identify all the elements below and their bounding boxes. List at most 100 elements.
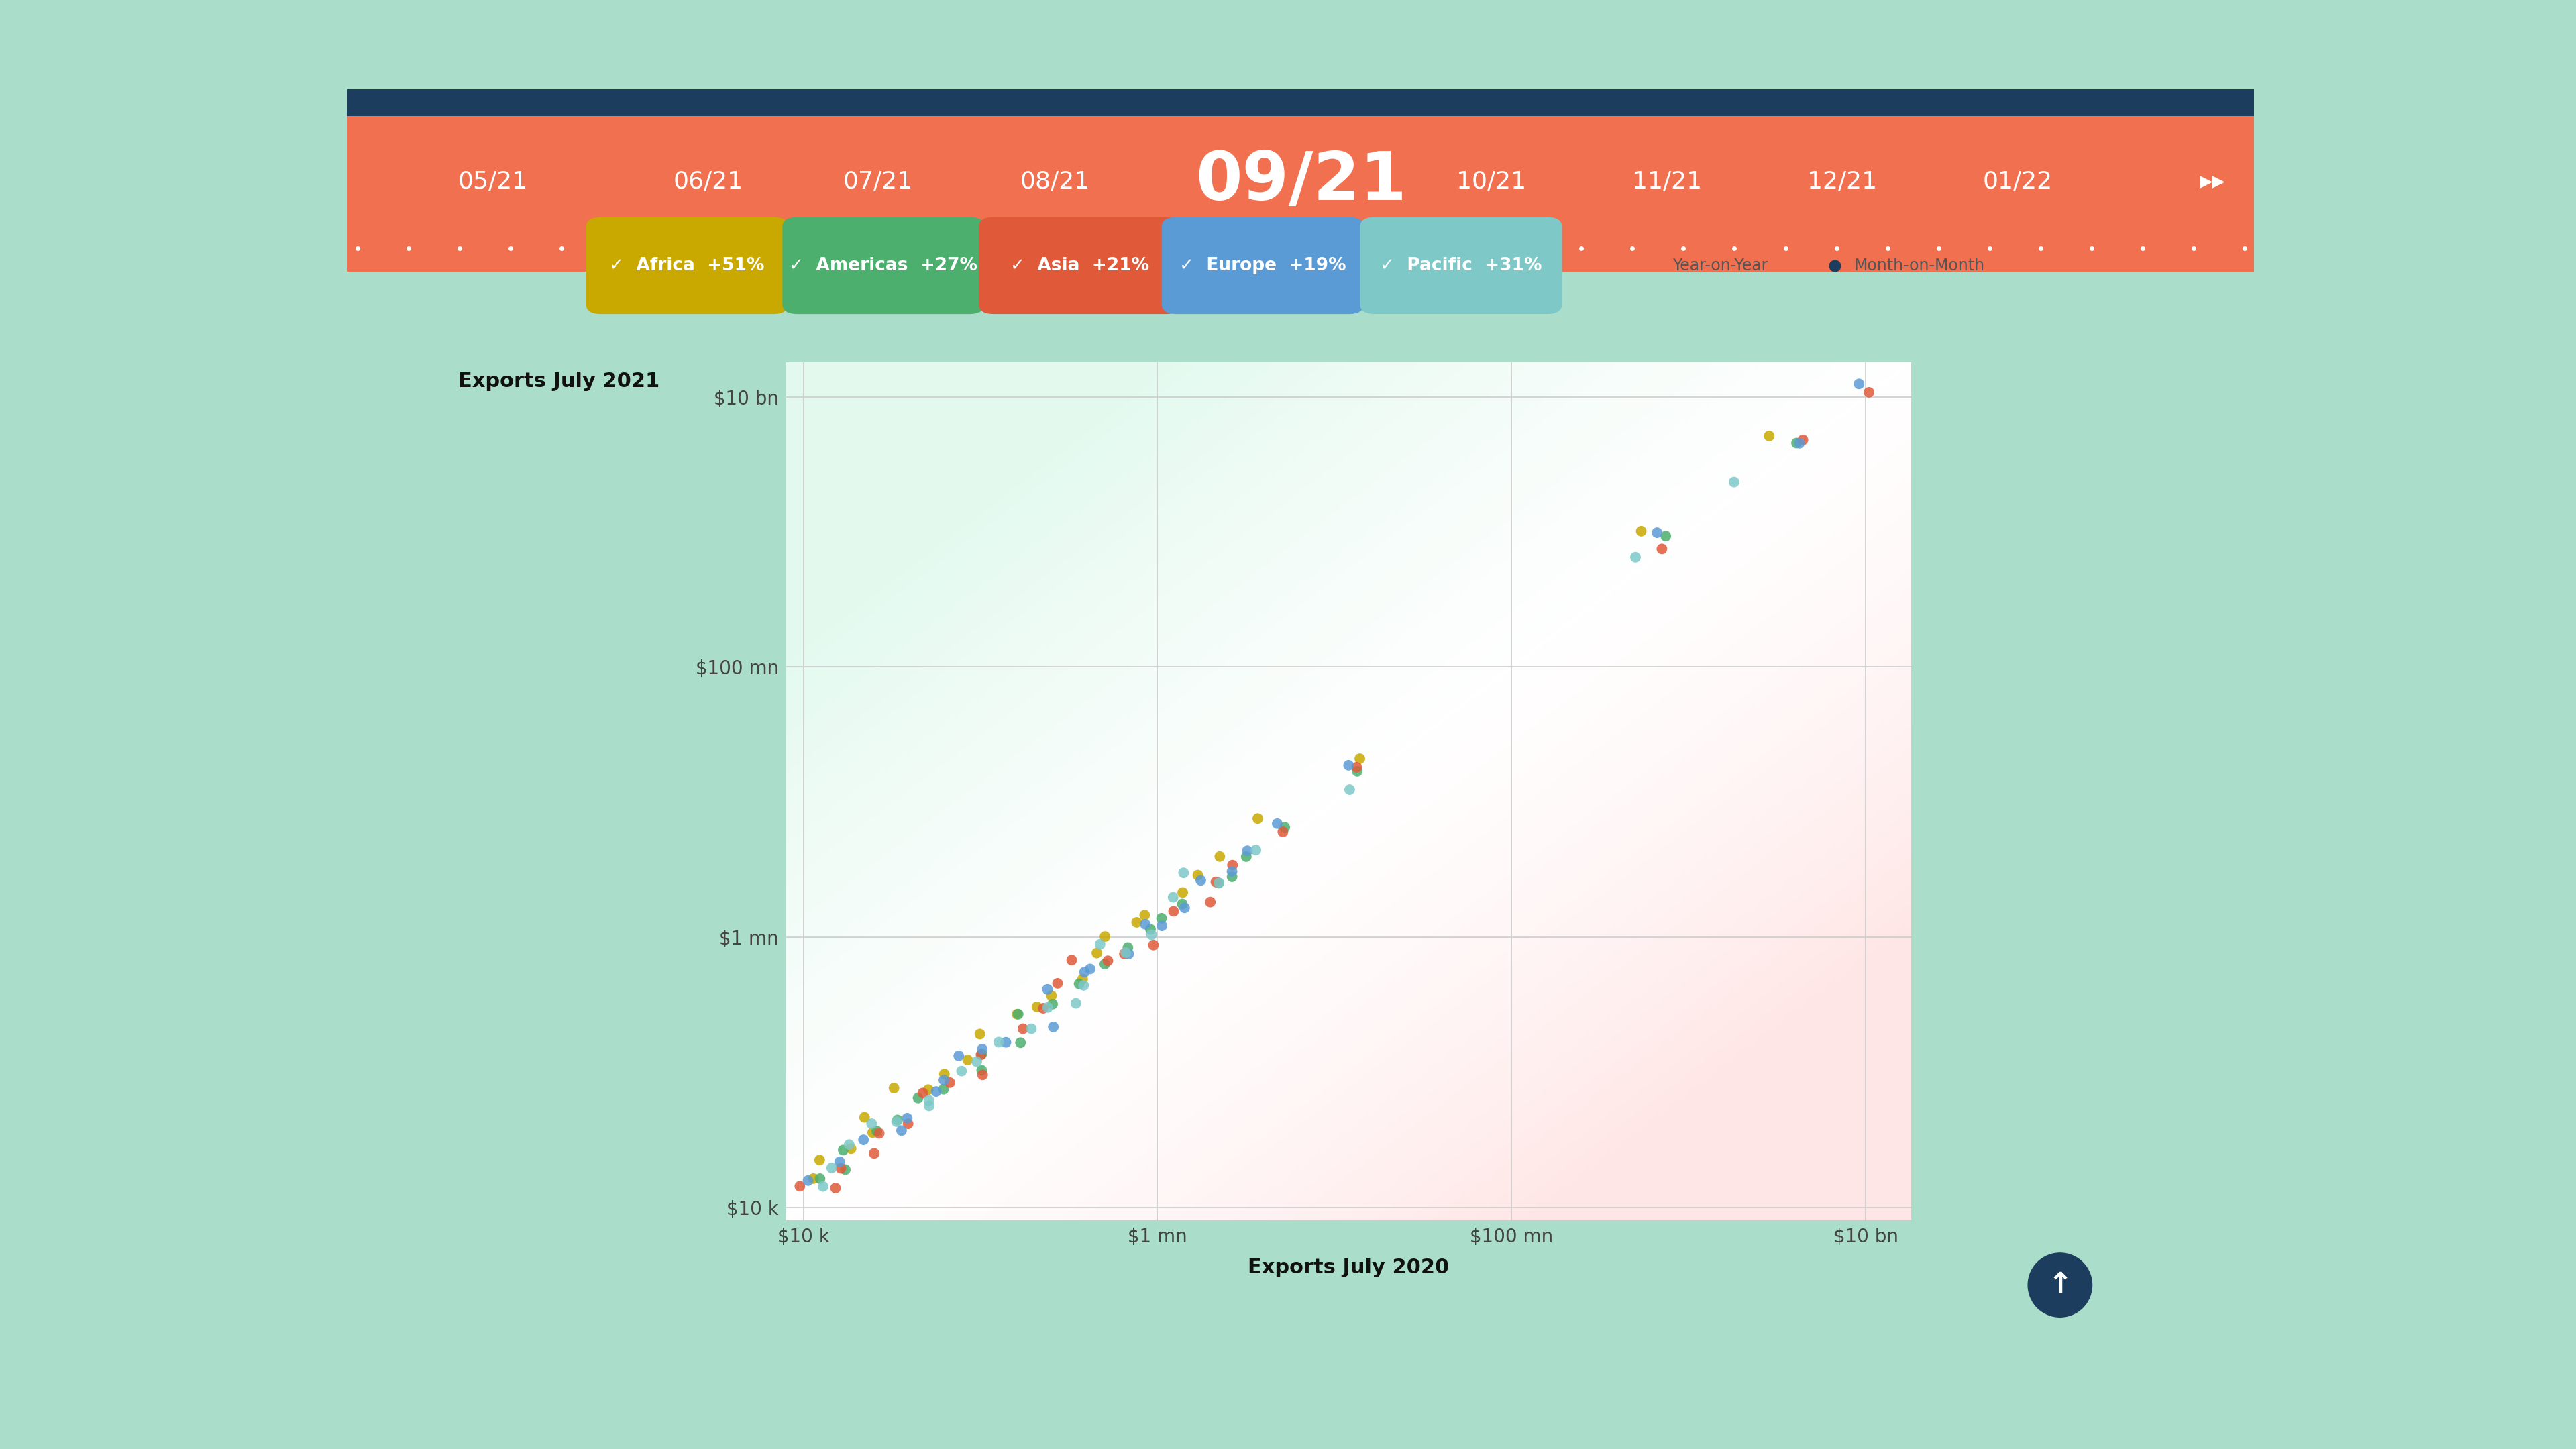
Point (1038, 972, 1079, 995)
Point (961, 1042, 1002, 1065)
Point (804, 1175, 845, 1198)
Point (853, 1122, 894, 1145)
Circle shape (2027, 1253, 2092, 1317)
Point (984, 1030, 1025, 1053)
Point (1115, 911, 1157, 935)
FancyBboxPatch shape (1162, 217, 1363, 314)
Point (1200, 845, 1242, 868)
Text: ✓  Pacific  +31%: ✓ Pacific +31% (1381, 256, 1543, 274)
Point (922, 1078, 963, 1101)
Point (1257, 811, 1298, 835)
Point (948, 1048, 989, 1071)
Point (1211, 865, 1252, 888)
Text: 11/21: 11/21 (1633, 170, 1703, 193)
Point (1226, 845, 1267, 868)
Point (829, 1133, 871, 1156)
Point (1123, 904, 1164, 927)
Point (845, 1106, 886, 1129)
FancyBboxPatch shape (348, 116, 2254, 272)
Point (876, 1110, 917, 1133)
Point (1329, 753, 1370, 777)
Point (886, 1107, 927, 1130)
Point (997, 1003, 1038, 1026)
Point (1337, 759, 1378, 782)
Point (1126, 913, 1167, 936)
Point (1133, 933, 1175, 956)
FancyBboxPatch shape (979, 217, 1180, 314)
Point (1211, 853, 1252, 877)
Point (1051, 949, 1092, 972)
Point (925, 1062, 966, 1085)
Point (1180, 869, 1221, 893)
Text: ✓  Asia  +21%: ✓ Asia +21% (1010, 256, 1149, 274)
Point (1028, 978, 1069, 1001)
Text: 07/21: 07/21 (842, 170, 912, 193)
Point (1033, 1016, 1074, 1039)
Point (1028, 995, 1069, 1019)
Text: 01/22: 01/22 (1984, 170, 2053, 193)
Text: 05/21: 05/21 (459, 170, 528, 193)
Point (1064, 961, 1105, 984)
Point (1105, 940, 1146, 964)
Point (1033, 993, 1074, 1016)
Point (1195, 871, 1236, 894)
Point (1002, 1017, 1043, 1040)
FancyBboxPatch shape (783, 217, 984, 314)
Point (1236, 839, 1278, 862)
Point (889, 1113, 930, 1136)
Point (876, 1108, 917, 1132)
Point (1077, 942, 1118, 965)
Point (914, 1080, 956, 1103)
FancyBboxPatch shape (1360, 217, 1561, 314)
Point (850, 1111, 891, 1135)
Point (781, 1175, 822, 1198)
Point (814, 1177, 855, 1200)
Point (1018, 995, 1059, 1019)
Point (909, 1094, 951, 1117)
Point (799, 1166, 840, 1190)
Point (1131, 917, 1172, 940)
Text: 10/21: 10/21 (1455, 170, 1528, 193)
Text: ✓  Africa  +51%: ✓ Africa +51% (611, 256, 765, 274)
Point (909, 1088, 951, 1111)
Point (1329, 778, 1370, 801)
Point (842, 1129, 884, 1152)
Text: ↑: ↑ (2048, 1271, 2074, 1300)
FancyBboxPatch shape (587, 217, 788, 314)
Text: Year-on-Year: Year-on-Year (1672, 258, 1767, 274)
Point (1615, 546, 1656, 569)
Point (961, 1064, 1002, 1087)
Point (1262, 820, 1303, 843)
Point (858, 1122, 899, 1145)
Point (1177, 864, 1218, 887)
Point (1030, 984, 1072, 1007)
Point (1061, 968, 1103, 991)
Point (822, 1139, 863, 1162)
Point (1103, 942, 1144, 965)
Point (873, 1077, 914, 1100)
Point (1641, 538, 1682, 561)
Point (788, 1169, 829, 1193)
Point (1084, 952, 1126, 975)
Point (938, 1045, 979, 1068)
Point (922, 1068, 963, 1091)
Point (1198, 871, 1239, 894)
Point (853, 1142, 894, 1165)
Point (881, 1119, 922, 1142)
Point (1069, 958, 1110, 981)
Text: ✓  Americas  +27%: ✓ Americas +27% (788, 256, 979, 274)
Text: 12/21: 12/21 (1808, 170, 1878, 193)
Point (811, 1156, 853, 1179)
Point (1636, 522, 1677, 545)
Point (961, 1059, 1002, 1082)
Point (1141, 907, 1182, 930)
Point (961, 1043, 1002, 1066)
Point (956, 1051, 997, 1074)
Point (1087, 949, 1128, 972)
Point (1079, 933, 1121, 956)
Point (1010, 1017, 1051, 1040)
Text: 08/21: 08/21 (1020, 170, 1090, 193)
Point (997, 1003, 1038, 1026)
Point (855, 1120, 896, 1143)
Text: ▶▶: ▶▶ (2200, 174, 2226, 190)
